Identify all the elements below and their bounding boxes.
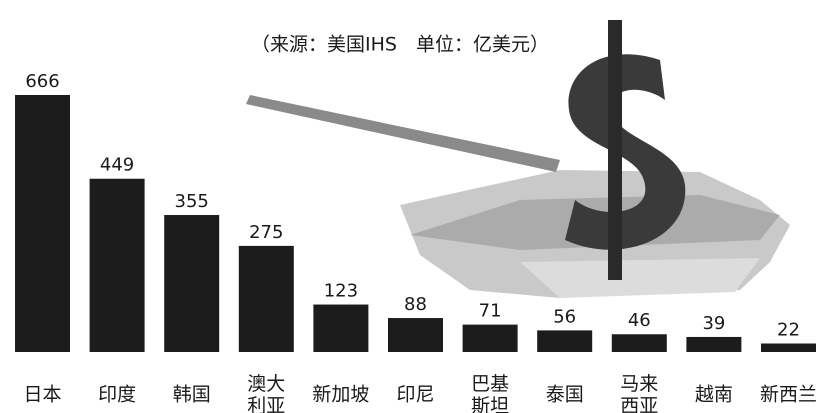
value-label: 123 — [324, 281, 358, 302]
x-tick-label: 印尼 — [396, 384, 434, 406]
value-label: 71 — [479, 301, 502, 322]
x-tick-label: 澳大利亚 — [247, 373, 285, 413]
x-tick-label: 越南 — [695, 384, 733, 406]
x-tick-label: 韩国 — [173, 384, 211, 406]
value-label: 355 — [175, 191, 209, 212]
x-tick-label: 马来西亚 — [620, 373, 658, 413]
bar — [537, 330, 593, 352]
bar — [388, 318, 443, 352]
value-label: 39 — [702, 313, 725, 334]
bar — [611, 334, 667, 352]
tank-barrel — [246, 95, 560, 172]
dollar-sign — [565, 54, 686, 250]
dollar-bar — [608, 20, 622, 280]
bar — [164, 215, 220, 352]
value-label: 449 — [100, 155, 134, 176]
bar — [89, 178, 145, 352]
x-tick-label: 巴基斯坦 — [471, 373, 509, 413]
bar — [313, 304, 369, 352]
x-tick-label: 日本 — [23, 384, 61, 406]
bar — [761, 343, 816, 352]
value-label: 666 — [25, 71, 59, 92]
value-label: 88 — [404, 294, 427, 315]
value-label: 46 — [628, 310, 651, 331]
tank-track — [520, 258, 760, 298]
x-tick-label: 新西兰 — [760, 384, 817, 406]
bar — [686, 336, 742, 352]
x-tick-label: 泰国 — [546, 384, 584, 406]
chart-title: （来源：美国IHS 单位：亿美元） — [251, 34, 549, 56]
tank-illustration — [246, 20, 790, 298]
x-tick-label: 印度 — [98, 384, 136, 406]
x-tick-label: 新加坡 — [312, 384, 369, 406]
bar — [462, 324, 518, 352]
bar — [15, 95, 70, 352]
value-label: 275 — [249, 222, 283, 243]
value-label: 56 — [553, 306, 576, 327]
value-label: 22 — [777, 320, 800, 341]
bar — [238, 245, 294, 352]
